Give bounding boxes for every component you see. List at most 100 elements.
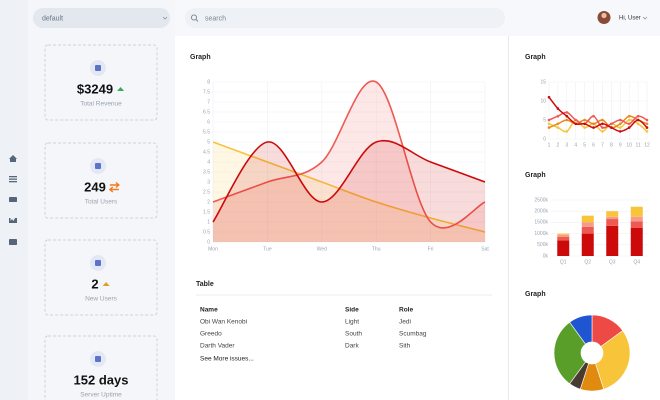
series-line (212, 139, 486, 223)
stat-label: Server Uptime (80, 392, 122, 399)
stat-value: $3249 (77, 81, 113, 96)
table-cell: Dark (345, 343, 359, 350)
bar-segment (606, 225, 619, 256)
data-point (601, 130, 604, 133)
y-tick-label: 1000k (534, 231, 548, 237)
table-cell: Jedi (399, 319, 411, 326)
y-tick-label: 6 (207, 119, 210, 125)
x-tick-label: 3 (565, 142, 568, 148)
data-point (627, 118, 631, 122)
table-title: Table (196, 281, 214, 288)
y-tick-label: 2 (207, 199, 210, 205)
stat-value: 249 (84, 179, 106, 194)
y-tick-label: 2500k (534, 197, 548, 203)
x-tick-label: 2 (557, 142, 560, 148)
nav-mail[interactable] (9, 197, 17, 202)
nav-list-line (9, 181, 17, 183)
nav-chart[interactable] (9, 218, 17, 223)
x-tick-label: 4 (574, 142, 577, 148)
data-point (618, 126, 622, 129)
trend-swap (108, 181, 120, 193)
search-box[interactable] (185, 8, 505, 28)
stat-card (44, 335, 158, 400)
series-line (212, 141, 486, 233)
user-caret (642, 16, 648, 20)
data-point (627, 126, 631, 129)
y-tick-label: 0.5 (203, 229, 210, 235)
y-tick-label: 3 (207, 179, 210, 185)
data-point (627, 114, 631, 118)
y-tick-label: 1.5 (203, 209, 210, 215)
nav-list[interactable] (9, 176, 17, 178)
side-chart-title: Graph (525, 54, 546, 61)
search-icon-handle (195, 19, 199, 22)
data-point (574, 118, 578, 122)
data-point (645, 118, 649, 122)
table-cell: South (345, 331, 362, 338)
y-tick-label: 7.5 (203, 89, 210, 95)
data-point (547, 118, 551, 122)
main-panel (175, 36, 508, 400)
trend-up (102, 282, 110, 286)
data-point (583, 126, 586, 129)
data-point (547, 126, 551, 129)
bar-segment (630, 216, 643, 222)
x-tick-label: 8 (610, 142, 613, 148)
x-tick-label: Sat (481, 246, 489, 252)
y-tick-label: 0k (543, 253, 549, 259)
nav-folder[interactable] (9, 239, 17, 245)
bar-segment (630, 221, 643, 228)
data-point (601, 118, 604, 122)
bar-segment (581, 226, 594, 234)
x-tick-label: 6 (592, 142, 595, 148)
data-point (556, 107, 560, 110)
stat-card (44, 44, 158, 121)
x-tick-label: 10 (626, 142, 632, 148)
nav-home[interactable] (9, 155, 17, 162)
y-tick-label: 4.5 (203, 149, 210, 155)
bar-segment (581, 233, 594, 256)
y-tick-label: 6.5 (203, 109, 210, 115)
x-tick-label: Thu (372, 246, 381, 252)
data-point (627, 122, 631, 126)
data-point (601, 122, 604, 126)
y-tick-label: 5.5 (203, 129, 210, 135)
series-area (213, 142, 485, 242)
stat-label: New Users (85, 296, 118, 303)
stat-icon-glyph (95, 163, 101, 169)
table-more-link[interactable]: See More issues... (200, 356, 254, 363)
table-header: Role (399, 307, 413, 314)
data-point (636, 114, 640, 118)
pie-slice (595, 330, 631, 390)
y-tick-label: 5 (207, 139, 210, 145)
stat-icon-glyph (95, 356, 101, 362)
series-area (213, 140, 485, 242)
data-point (583, 118, 586, 122)
y-tick-label: 1500k (534, 220, 548, 226)
y-tick-label: 3.5 (203, 169, 210, 175)
x-tick-label: Tue (263, 246, 272, 252)
y-tick-label: 10 (540, 98, 546, 104)
x-tick-label: 9 (619, 142, 622, 148)
bar-segment (581, 222, 594, 227)
x-tick-label: Mon (208, 246, 218, 252)
bar-segment (557, 236, 570, 241)
data-point (618, 122, 622, 126)
data-point (592, 126, 595, 129)
data-point (601, 126, 604, 129)
data-point (556, 114, 560, 118)
select[interactable] (33, 8, 170, 28)
x-tick-label: 7 (601, 142, 604, 148)
select-caret (162, 16, 168, 20)
data-point (565, 114, 569, 118)
data-point (645, 122, 649, 126)
y-tick-label: 2000k (534, 209, 548, 215)
stat-icon-glyph (95, 260, 101, 266)
user-greeting[interactable]: Hi, User (619, 16, 641, 22)
x-tick-label: Wed (317, 246, 327, 252)
bar-segment (581, 215, 594, 223)
bar-segment (557, 234, 570, 237)
search-placeholder: search (205, 15, 226, 22)
